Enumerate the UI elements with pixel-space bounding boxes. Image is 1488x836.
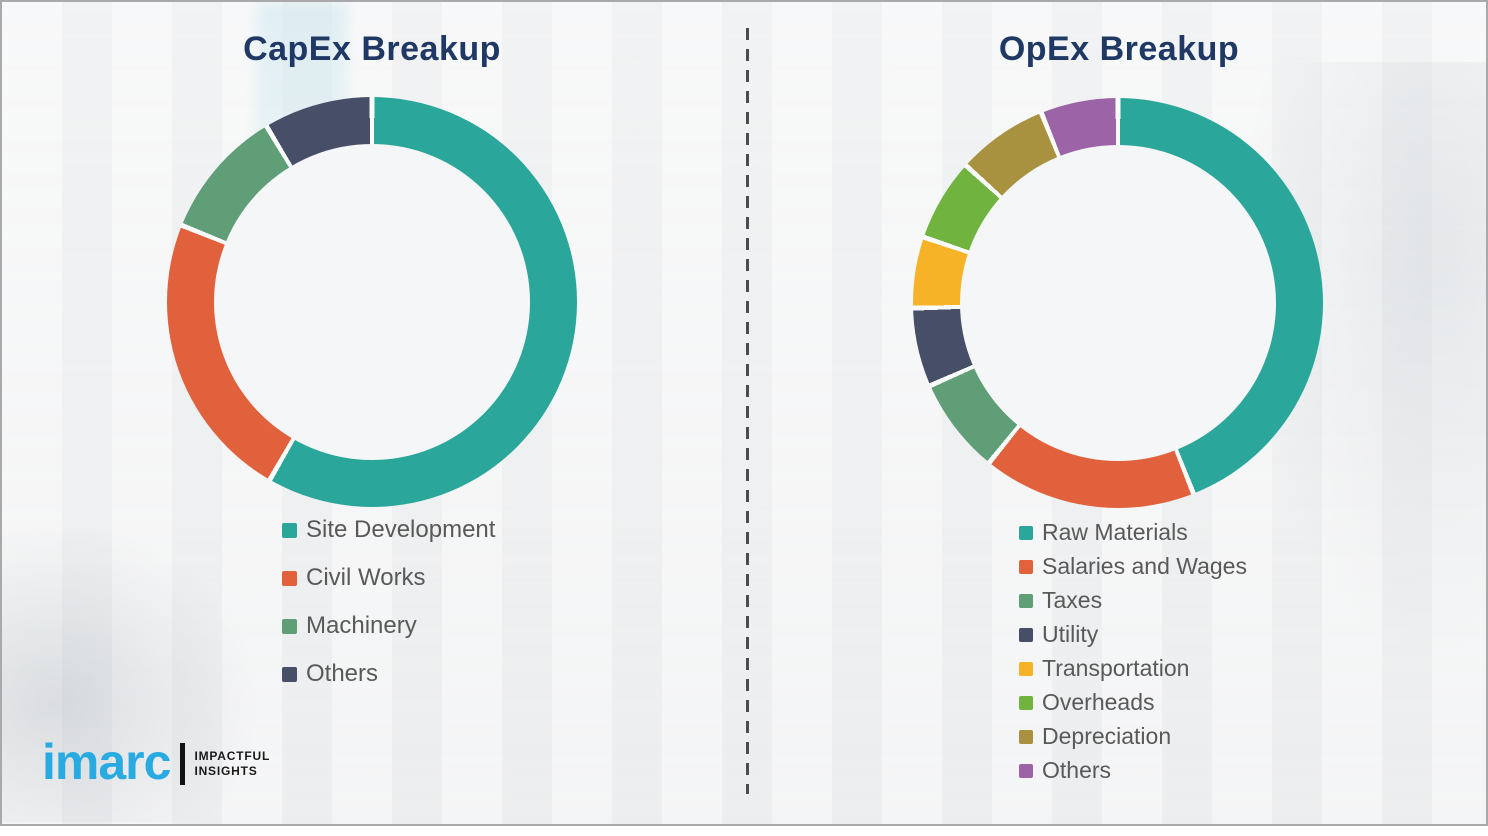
legend-item: Machinery — [282, 612, 495, 640]
legend-swatch — [282, 522, 297, 538]
legend-swatch — [282, 570, 297, 586]
legend-label: Raw Materials — [1042, 519, 1188, 545]
panel-divider-dashed-line — [746, 28, 749, 794]
opex-chart-title: OpEx Breakup — [998, 30, 1240, 68]
legend-item: Overheads — [1019, 689, 1247, 716]
legend-label: Salaries and Wages — [1042, 553, 1247, 579]
capex-chart-title: CapEx Breakup — [243, 30, 501, 68]
imarc-logo-tagline: IMPACTFUL INSIGHTS — [194, 749, 270, 779]
legend-label: Others — [1042, 757, 1112, 783]
opex-donut-chart — [913, 98, 1323, 508]
legend-item: Transportation — [1019, 655, 1247, 682]
capex-donut-hole — [214, 144, 530, 460]
opex-legend: Raw Materials Salaries and Wages Taxes Util… — [1019, 519, 1247, 784]
legend-label: Civil Works — [306, 564, 426, 591]
legend-label: Depreciation — [1042, 723, 1172, 749]
legend-swatch — [1019, 525, 1033, 540]
capex-donut-chart — [167, 97, 577, 507]
legend-item: Salaries and Wages — [1019, 553, 1247, 580]
legend-label: Overheads — [1042, 689, 1155, 715]
legend-item: Others — [1019, 757, 1247, 784]
legend-label: Utility — [1042, 621, 1099, 647]
legend-label: Site Development — [306, 516, 496, 543]
legend-swatch — [1019, 559, 1033, 574]
legend-swatch — [282, 618, 297, 634]
capex-legend: Site Development Civil Works Machinery Othe… — [282, 516, 495, 688]
legend-swatch — [1019, 729, 1033, 744]
logo-divider-bar — [180, 743, 186, 785]
legend-swatch — [1019, 695, 1033, 710]
tagline-line-2: INSIGHTS — [194, 764, 258, 778]
legend-item: Site Development — [282, 516, 495, 544]
legend-label: Transportation — [1042, 655, 1190, 681]
legend-item: Depreciation — [1019, 723, 1247, 750]
legend-swatch — [282, 666, 297, 682]
legend-swatch — [1019, 661, 1033, 676]
legend-item: Raw Materials — [1019, 519, 1247, 546]
legend-swatch — [1019, 763, 1033, 778]
imarc-logo: imarc IMPACTFUL INSIGHTS — [42, 737, 270, 791]
legend-label: Machinery — [306, 612, 417, 639]
opex-donut-hole — [960, 145, 1276, 461]
legend-item: Civil Works — [282, 564, 495, 592]
legend-item: Taxes — [1019, 587, 1247, 614]
tagline-line-1: IMPACTFUL — [194, 749, 271, 763]
legend-swatch — [1019, 627, 1033, 642]
legend-item: Others — [282, 660, 495, 688]
legend-swatch — [1019, 593, 1033, 608]
legend-label: Others — [306, 660, 379, 687]
legend-item: Utility — [1019, 621, 1247, 648]
legend-label: Taxes — [1042, 587, 1103, 613]
imarc-logo-wordmark: imarc — [42, 734, 171, 790]
